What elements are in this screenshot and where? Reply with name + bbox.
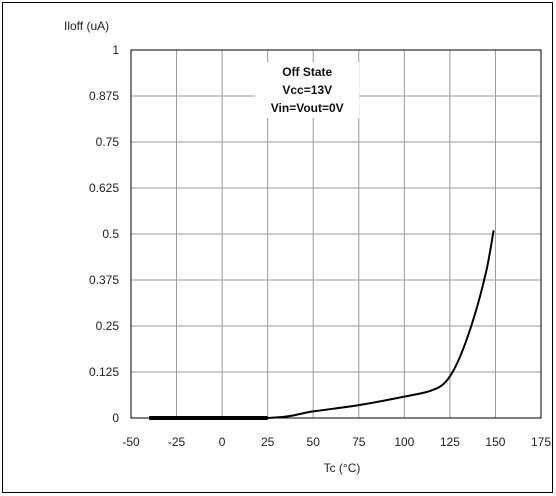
plot-area-border [130, 49, 542, 419]
annotation-background [255, 62, 360, 118]
y-tick-label: 0.375 [89, 273, 119, 287]
y-tick-label: 0.75 [96, 135, 120, 149]
y-tick-label: 0.5 [102, 227, 119, 241]
y-tick-label: 0.625 [89, 181, 119, 195]
x-tick-label: 0 [219, 435, 226, 449]
annotation-line-3: Vin=Vout=0V [271, 101, 344, 115]
y-axis-label: Iloff (uA) [64, 19, 109, 33]
x-tick-label: 125 [440, 435, 460, 449]
grid-lines [131, 50, 541, 418]
x-tick-label: -25 [168, 435, 186, 449]
y-tick-label: 0 [112, 411, 119, 425]
series-line [149, 230, 495, 420]
x-tick-label: 25 [261, 435, 275, 449]
annotation-line-2: Vcc=13V [282, 83, 332, 97]
x-tick-label: -50 [122, 435, 140, 449]
y-tick-label: 0.25 [96, 319, 120, 333]
x-tick-label: 100 [394, 435, 414, 449]
y-tick-label: 0.875 [89, 89, 119, 103]
x-tick-label: 75 [352, 435, 366, 449]
y-tick-labels: 0 0.125 0.25 0.375 0.5 0.625 0.75 0.875 1 [89, 43, 119, 425]
x-tick-label: 150 [485, 435, 505, 449]
annotation-line-1: Off State [282, 65, 332, 79]
series-layer [149, 230, 495, 420]
x-tick-labels: -50 -25 0 25 50 75 100 125 150 175 [122, 435, 551, 449]
x-tick-label: 175 [531, 435, 551, 449]
y-tick-label: 0.125 [89, 365, 119, 379]
y-tick-label: 1 [112, 43, 119, 57]
condition-annotation: Off State Vcc=13V Vin=Vout=0V [255, 62, 360, 118]
x-axis-label: Tc (°C) [324, 461, 361, 475]
x-tick-label: 50 [307, 435, 321, 449]
